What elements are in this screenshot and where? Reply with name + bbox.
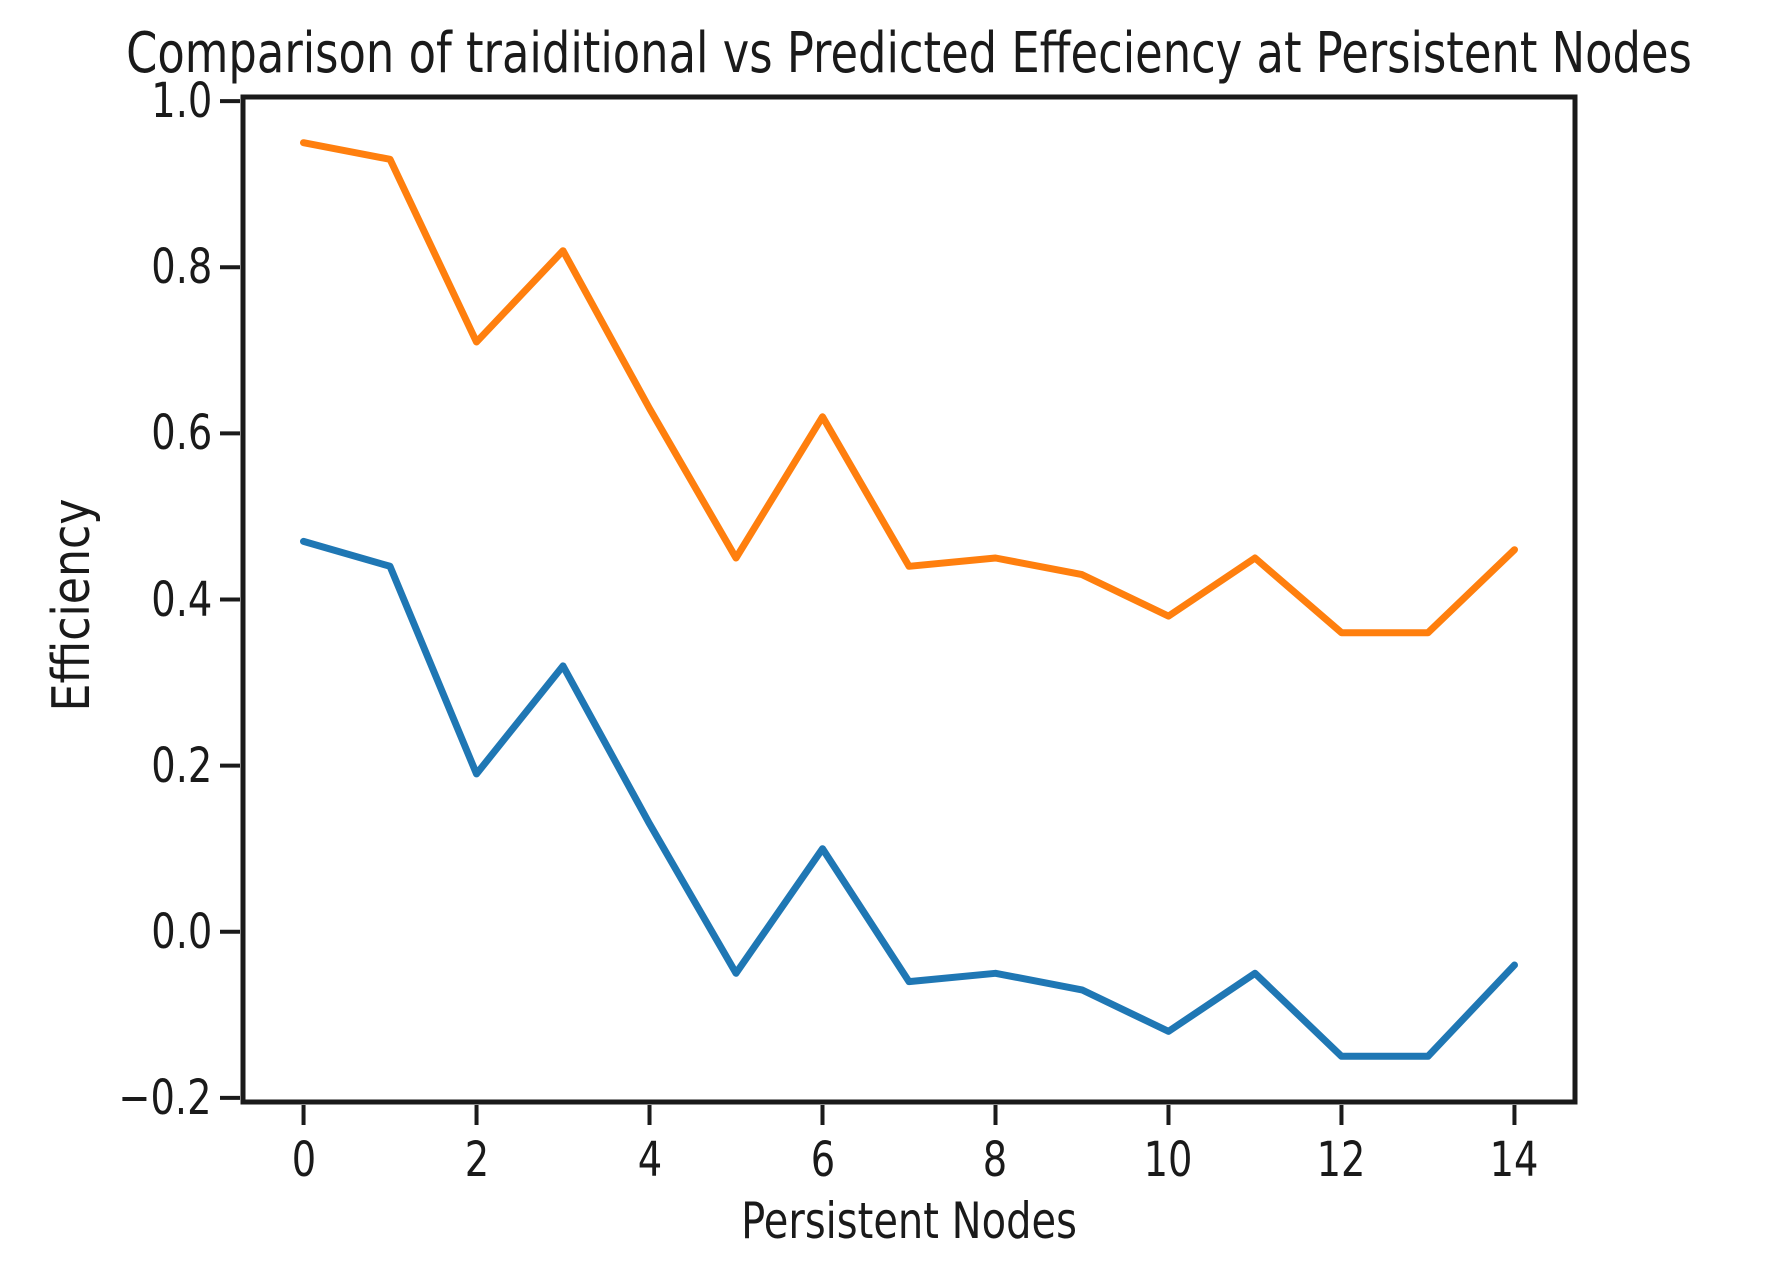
x-tick-label: 4 (637, 1132, 662, 1188)
x-tick-label: 12 (1317, 1132, 1366, 1188)
orange-line (300, 139, 1518, 637)
chart-title: Comparison of traiditional vs Predicted … (126, 21, 1692, 86)
x-tick-label: 2 (464, 1132, 489, 1188)
y-tick-label: 1.0 (150, 73, 212, 130)
y-axis-label: Efficiency (42, 498, 102, 712)
x-tick-label: 10 (1144, 1132, 1193, 1188)
y-tick-label: 0.8 (150, 239, 212, 296)
y-tick-label: −0.2 (118, 1069, 212, 1126)
y-tick-label: 0.6 (150, 405, 212, 462)
axes-spines (240, 94, 1578, 1105)
blue-line (300, 537, 1518, 1060)
y-tick-label: 0.4 (150, 571, 212, 628)
y-tick-label: 0.0 (150, 903, 212, 960)
x-tick-label: 14 (1490, 1132, 1539, 1188)
x-tick-label: 0 (291, 1132, 316, 1188)
y-tick-label: 0.2 (150, 737, 212, 794)
x-tick-label: 6 (810, 1132, 835, 1188)
x-axis-label: Persistent Nodes (741, 1192, 1077, 1250)
x-tick-label: 8 (983, 1132, 1008, 1188)
